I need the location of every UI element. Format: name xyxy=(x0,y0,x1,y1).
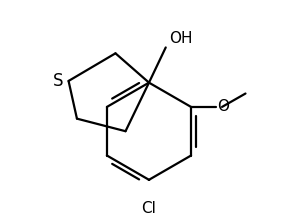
Text: S: S xyxy=(53,72,64,90)
Text: Cl: Cl xyxy=(142,201,156,215)
Text: OH: OH xyxy=(169,31,192,46)
Text: O: O xyxy=(217,99,229,114)
